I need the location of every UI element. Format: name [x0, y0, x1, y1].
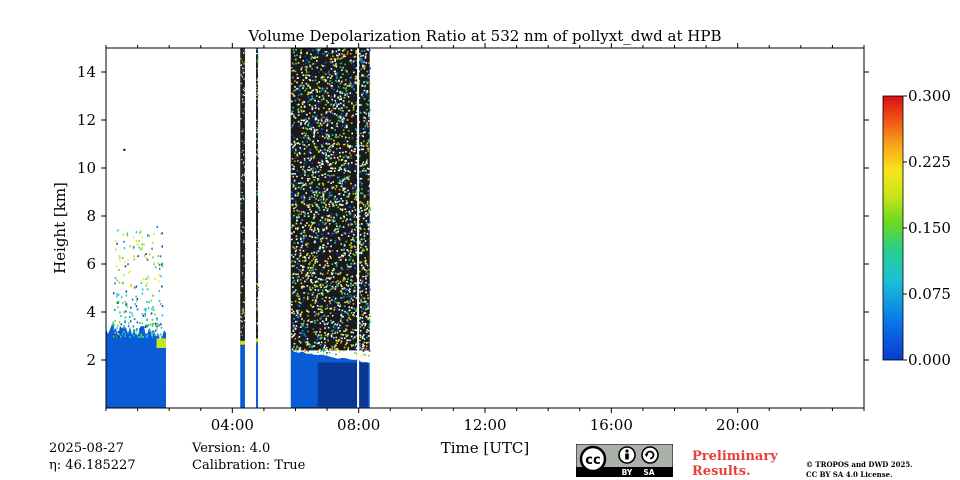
preliminary-line-1: Preliminary: [692, 449, 778, 464]
colorbar-tick-label: 0.300: [908, 87, 951, 105]
data-segment-early-morning-boundary-layer: [106, 148, 167, 408]
chart-title: Volume Depolarization Ratio at 532 nm of…: [248, 27, 722, 45]
footer-date-block: 2025-08-27 η: 46.185227: [49, 440, 136, 474]
boundary-layer-area: [256, 343, 259, 408]
aerosol-layer: [156, 338, 167, 348]
badge-by-text: BY: [622, 468, 633, 477]
svg-text:cc: cc: [585, 453, 600, 468]
share-alike-icon: [641, 446, 659, 464]
x-tick-label: 20:00: [716, 416, 759, 434]
y-tick-label: 4: [86, 303, 96, 321]
badge-sa-text: SA: [643, 468, 654, 477]
y-tick-label: 12: [77, 111, 96, 129]
x-axis-label: Time [UTC]: [441, 439, 530, 457]
colorbar-tick-label: 0.075: [908, 285, 951, 303]
plot-frame: [105, 47, 865, 409]
preliminary-line-2: Results.: [692, 464, 751, 479]
x-tick-label: 04:00: [211, 416, 254, 434]
boundary-layer-area: [240, 345, 245, 408]
y-axis-label: Height [km]: [51, 182, 69, 274]
colorbar-tick-label: 0.150: [908, 219, 951, 237]
plot-content: [106, 48, 372, 408]
colorbar: [882, 95, 904, 361]
date-text: 2025-08-27: [49, 441, 124, 456]
calibration-text: Calibration: True: [192, 458, 306, 473]
y-tick-label: 14: [77, 63, 96, 81]
copyright-notice: © TROPOS and DWD 2025. CC BY SA 4.0 Lice…: [806, 460, 913, 480]
colorbar-ticks: 0.000 0.075 0.150 0.225 0.300: [903, 87, 951, 369]
cc-by-sa-license-badge: cc BY SA: [576, 444, 673, 477]
data-segment-noisy-morning-block: [290, 48, 372, 408]
data-segment-noise-strip-1: [240, 48, 246, 408]
preliminary-results-label: Preliminary Results.: [692, 449, 778, 479]
version-text: Version: 4.0: [192, 441, 271, 456]
data-segment-noise-strip-2: [256, 48, 260, 408]
colorbar-tick-label: 0.225: [908, 153, 951, 171]
copyright-line-2: CC BY SA 4.0 License.: [806, 470, 893, 479]
y-axis: 2 4 6 8 10 12 14: [77, 63, 869, 369]
y-tick-label: 2: [86, 351, 96, 369]
y-tick-label: 8: [86, 207, 96, 225]
boundary-layer-area: [106, 324, 167, 408]
cc-icon: [579, 445, 607, 473]
noise-strip: [240, 48, 245, 346]
data-gap: [357, 48, 360, 408]
x-axis: 04:00 08:00 12:00 16:00 20:00: [105, 43, 865, 434]
x-tick-label: 08:00: [337, 416, 380, 434]
colorbar-tick-label: 0.000: [908, 351, 951, 369]
y-tick-label: 6: [86, 255, 96, 273]
copyright-line-1: © TROPOS and DWD 2025.: [806, 460, 913, 469]
y-tick-label: 10: [77, 159, 96, 177]
footer-version-block: Version: 4.0 Calibration: True: [192, 440, 305, 474]
x-tick-label: 16:00: [590, 416, 633, 434]
x-tick-label: 12:00: [463, 416, 506, 434]
eta-text: η: 46.185227: [49, 458, 136, 473]
